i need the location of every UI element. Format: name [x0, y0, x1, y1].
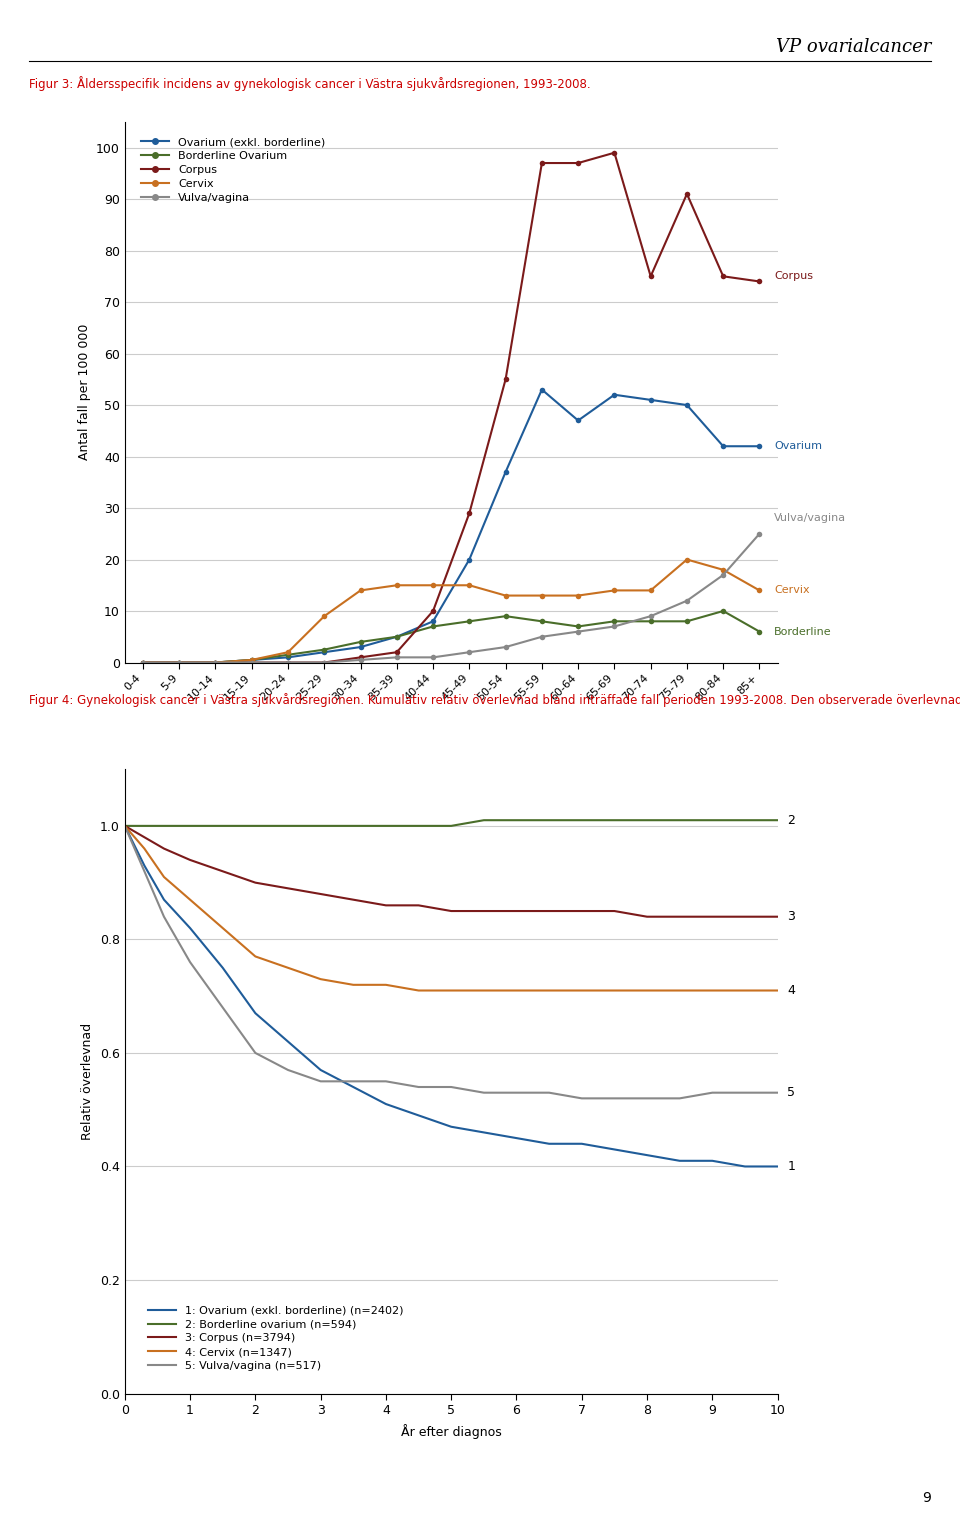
- Text: Cervix: Cervix: [774, 585, 809, 595]
- X-axis label: År efter diagnos: År efter diagnos: [401, 1424, 501, 1439]
- Text: 4: 4: [787, 984, 795, 998]
- Text: Figur 4: Gynekologisk cancer i Västra sjukvårdsregionen. Kumulativ relativ överl: Figur 4: Gynekologisk cancer i Västra sj…: [29, 693, 960, 707]
- Text: Vulva/vagina: Vulva/vagina: [774, 513, 846, 524]
- Text: 2: 2: [787, 813, 795, 827]
- Legend: Ovarium (exkl. borderline), Borderline Ovarium, Corpus, Cervix, Vulva/vagina: Ovarium (exkl. borderline), Borderline O…: [137, 133, 329, 207]
- Text: VP ovarialcancer: VP ovarialcancer: [776, 38, 931, 56]
- Text: Borderline: Borderline: [774, 626, 831, 637]
- Legend: 1: Ovarium (exkl. borderline) (n=2402), 2: Borderline ovarium (n=594), 3: Corpus: 1: Ovarium (exkl. borderline) (n=2402), …: [143, 1301, 407, 1375]
- Text: 3: 3: [787, 911, 795, 923]
- Text: Ovarium: Ovarium: [774, 442, 822, 451]
- Y-axis label: Antal fall per 100 000: Antal fall per 100 000: [78, 324, 90, 460]
- Text: 5: 5: [787, 1086, 796, 1100]
- Text: 9: 9: [923, 1491, 931, 1505]
- Text: Figur 3: Åldersspecifik incidens av gynekologisk cancer i Västra sjukvårdsregion: Figur 3: Åldersspecifik incidens av gyne…: [29, 76, 590, 91]
- Y-axis label: Relativ överlevnad: Relativ överlevnad: [82, 1023, 94, 1139]
- Text: Corpus: Corpus: [774, 271, 813, 282]
- Text: 1: 1: [787, 1161, 795, 1173]
